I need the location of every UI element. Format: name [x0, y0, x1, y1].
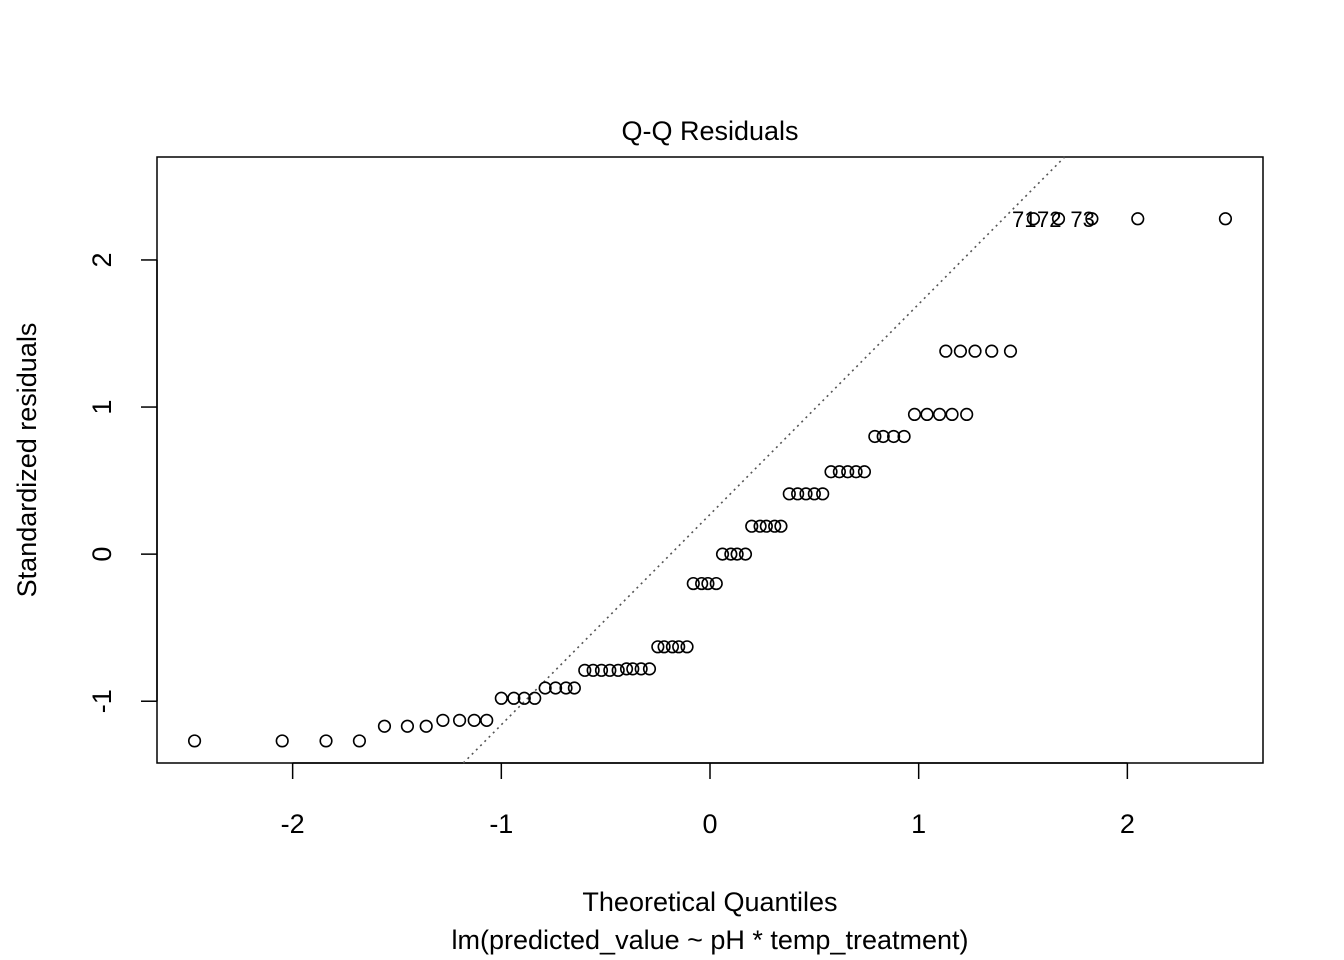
- point-label: 71: [1012, 207, 1036, 232]
- data-point: [816, 487, 830, 501]
- data-point: [907, 407, 922, 422]
- y-tick-label: 2: [87, 252, 117, 267]
- data-point: [782, 487, 796, 501]
- data-point: [730, 547, 744, 561]
- x-axis: -2 -1 0 1 2: [281, 762, 1135, 839]
- data-point: [807, 487, 821, 501]
- data-point: [480, 713, 494, 727]
- data-point: [275, 734, 289, 748]
- data-point: [876, 429, 890, 444]
- data-points: [187, 212, 1233, 748]
- data-point: [419, 719, 433, 733]
- data-point: [868, 429, 882, 444]
- data-point: [319, 734, 333, 748]
- data-point: [1131, 212, 1145, 226]
- x-axis-label: Theoretical Quantiles: [582, 887, 837, 917]
- data-point: [619, 662, 634, 676]
- data-point: [548, 681, 563, 695]
- qq-reference-line: [462, 156, 1066, 764]
- data-point: [651, 640, 665, 654]
- data-point: [528, 691, 542, 705]
- data-point: [759, 519, 773, 533]
- x-tick-label: -2: [281, 809, 305, 839]
- data-point: [897, 429, 911, 444]
- x-tick-label: 2: [1120, 809, 1135, 839]
- data-point: [1218, 212, 1233, 226]
- data-point: [686, 576, 700, 591]
- data-point: [832, 465, 846, 479]
- data-point: [715, 547, 730, 561]
- data-point: [753, 519, 767, 533]
- data-point: [841, 465, 855, 479]
- data-point: [452, 713, 467, 727]
- data-point: [642, 662, 657, 676]
- data-point: [799, 487, 813, 501]
- data-point: [1026, 212, 1041, 226]
- data-point: [695, 576, 709, 591]
- data-point: [849, 465, 863, 479]
- plot-box: [156, 156, 1264, 764]
- x-tick-label: -1: [489, 809, 513, 839]
- y-axis: -1 0 1 2: [87, 252, 158, 713]
- point-label: 72: [1037, 207, 1061, 232]
- data-point: [724, 547, 738, 561]
- model-subtitle: lm(predicted_value ~ pH * temp_treatment…: [452, 925, 969, 955]
- data-point: [578, 663, 592, 677]
- data-point: [791, 487, 805, 501]
- data-point: [939, 344, 953, 358]
- data-point: [968, 344, 982, 358]
- data-point: [960, 407, 974, 422]
- data-point: [953, 344, 968, 358]
- data-point: [665, 640, 680, 654]
- data-point: [672, 640, 686, 654]
- data-point: [538, 681, 552, 695]
- data-point: [634, 662, 648, 676]
- data-point: [603, 663, 617, 677]
- data-point: [1085, 212, 1099, 226]
- data-point: [680, 640, 694, 654]
- point-label: 73: [1070, 207, 1094, 232]
- data-point: [985, 344, 999, 358]
- data-point: [436, 713, 450, 727]
- y-tick-label: 0: [87, 547, 117, 562]
- data-point: [594, 663, 609, 677]
- data-point: [567, 681, 581, 695]
- data-point: [1051, 212, 1066, 226]
- data-point: [945, 407, 959, 422]
- data-point: [745, 519, 759, 533]
- data-point: [709, 576, 723, 591]
- data-point: [857, 465, 872, 479]
- data-point: [352, 734, 367, 748]
- data-point: [559, 681, 573, 695]
- data-point: [774, 519, 788, 533]
- x-tick-label: 1: [911, 809, 926, 839]
- data-point: [824, 465, 838, 479]
- data-point: [738, 547, 753, 561]
- data-point: [377, 719, 392, 733]
- data-point: [517, 691, 531, 705]
- data-point: [507, 691, 521, 705]
- y-tick-label: 1: [87, 400, 117, 415]
- data-point: [400, 719, 415, 733]
- data-point: [611, 663, 625, 677]
- data-point: [701, 576, 715, 591]
- y-axis-label: Standardized residuals: [12, 323, 42, 598]
- data-point: [187, 734, 202, 748]
- data-point: [1003, 344, 1018, 358]
- data-point: [467, 713, 481, 727]
- y-tick-label: -1: [87, 689, 117, 713]
- data-point: [887, 429, 901, 444]
- data-point: [932, 407, 947, 422]
- chart-title: Q-Q Residuals: [621, 116, 798, 146]
- x-tick-label: 0: [702, 809, 717, 839]
- point-annotations: 71 72 73: [1012, 207, 1095, 232]
- data-point: [494, 691, 508, 705]
- data-point: [768, 519, 782, 533]
- data-point: [920, 407, 934, 422]
- data-point: [657, 640, 671, 654]
- data-point: [586, 663, 600, 677]
- data-point: [626, 662, 640, 676]
